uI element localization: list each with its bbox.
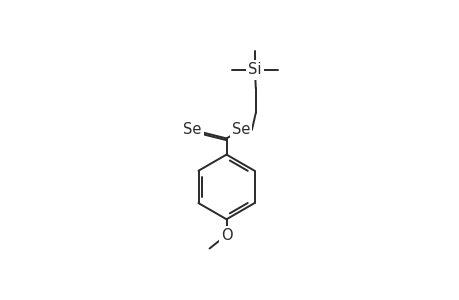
Text: Si: Si <box>248 62 261 77</box>
Text: Se: Se <box>231 122 250 137</box>
Text: Se: Se <box>183 122 202 137</box>
Text: O: O <box>220 228 232 243</box>
